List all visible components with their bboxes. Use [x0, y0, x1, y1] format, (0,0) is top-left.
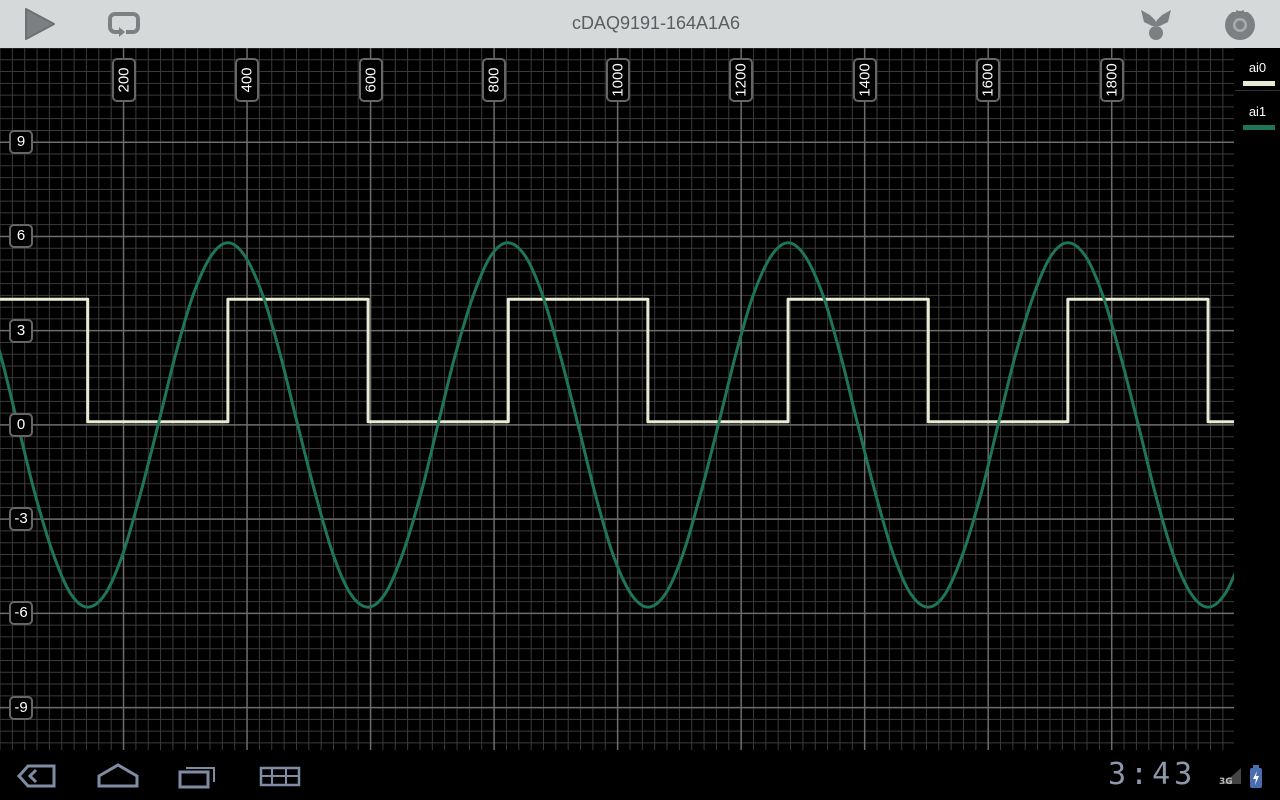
x-tick-text: 400 [238, 67, 256, 93]
back-icon[interactable] [16, 762, 58, 790]
x-tick-label: 600 [358, 58, 383, 102]
play-icon[interactable] [22, 6, 58, 42]
x-tick-label: 1200 [729, 58, 754, 102]
x-tick-label: 1000 [605, 58, 630, 102]
legend-item-ai1[interactable]: ai1 [1235, 104, 1280, 119]
home-icon[interactable] [96, 762, 140, 790]
network-type: 3G [1219, 777, 1233, 787]
x-tick-label: 1400 [852, 58, 877, 102]
x-tick-text: 1200 [732, 63, 750, 97]
x-tick-label: 200 [111, 58, 136, 102]
legend-swatch-ai1 [1243, 125, 1275, 130]
x-tick-label: 800 [482, 58, 507, 102]
y-tick-label: 3 [9, 318, 33, 343]
y-tick-label: -6 [9, 601, 33, 626]
x-tick-text: 1000 [609, 63, 627, 97]
legend-divider [1235, 90, 1280, 91]
legend-label: ai1 [1248, 104, 1267, 119]
y-tick-label: 9 [9, 130, 33, 155]
y-tick-label: -9 [9, 695, 33, 720]
x-tick-label: 400 [235, 58, 260, 102]
loop-icon[interactable] [106, 6, 142, 42]
x-tick-text: 1800 [1103, 63, 1121, 97]
legend-label: ai0 [1248, 60, 1267, 75]
x-tick-text: 1400 [856, 63, 874, 97]
recent-apps-icon[interactable] [176, 762, 218, 790]
x-tick-label: 1600 [976, 58, 1001, 102]
legend-swatch-ai0 [1243, 81, 1275, 86]
battery-icon [1250, 765, 1262, 788]
plot-area[interactable] [0, 48, 1234, 750]
top-action-bar: cDAQ9191-164A1A6 [0, 0, 1280, 48]
legend-item-ai0[interactable]: ai0 [1235, 60, 1280, 75]
series-line-ai0 [0, 297, 1234, 424]
menu-grid-icon[interactable] [258, 762, 302, 790]
settings-icon[interactable] [1222, 6, 1258, 42]
y-tick-label: -3 [9, 507, 33, 532]
legend-panel: ai0 ai1 [1235, 48, 1280, 750]
series-line-ai1 [0, 241, 1234, 609]
x-tick-text: 200 [115, 67, 133, 93]
y-tick-label: 0 [9, 412, 33, 437]
x-tick-text: 800 [485, 67, 503, 93]
clock: 3:43 [1108, 757, 1197, 792]
x-tick-label: 1800 [1099, 58, 1124, 102]
system-nav-bar: 3G [0, 750, 1280, 800]
merge-icon[interactable] [1138, 6, 1174, 42]
signal-icon [1223, 768, 1241, 784]
x-tick-text: 1600 [979, 63, 997, 97]
y-tick-label: 6 [9, 224, 33, 249]
device-title: cDAQ9191-164A1A6 [571, 13, 741, 33]
x-tick-text: 600 [362, 67, 380, 93]
